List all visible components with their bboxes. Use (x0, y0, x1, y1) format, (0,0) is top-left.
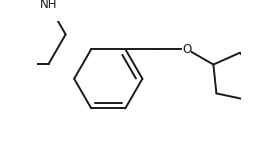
Text: O: O (182, 43, 192, 56)
Text: NH: NH (40, 0, 57, 11)
